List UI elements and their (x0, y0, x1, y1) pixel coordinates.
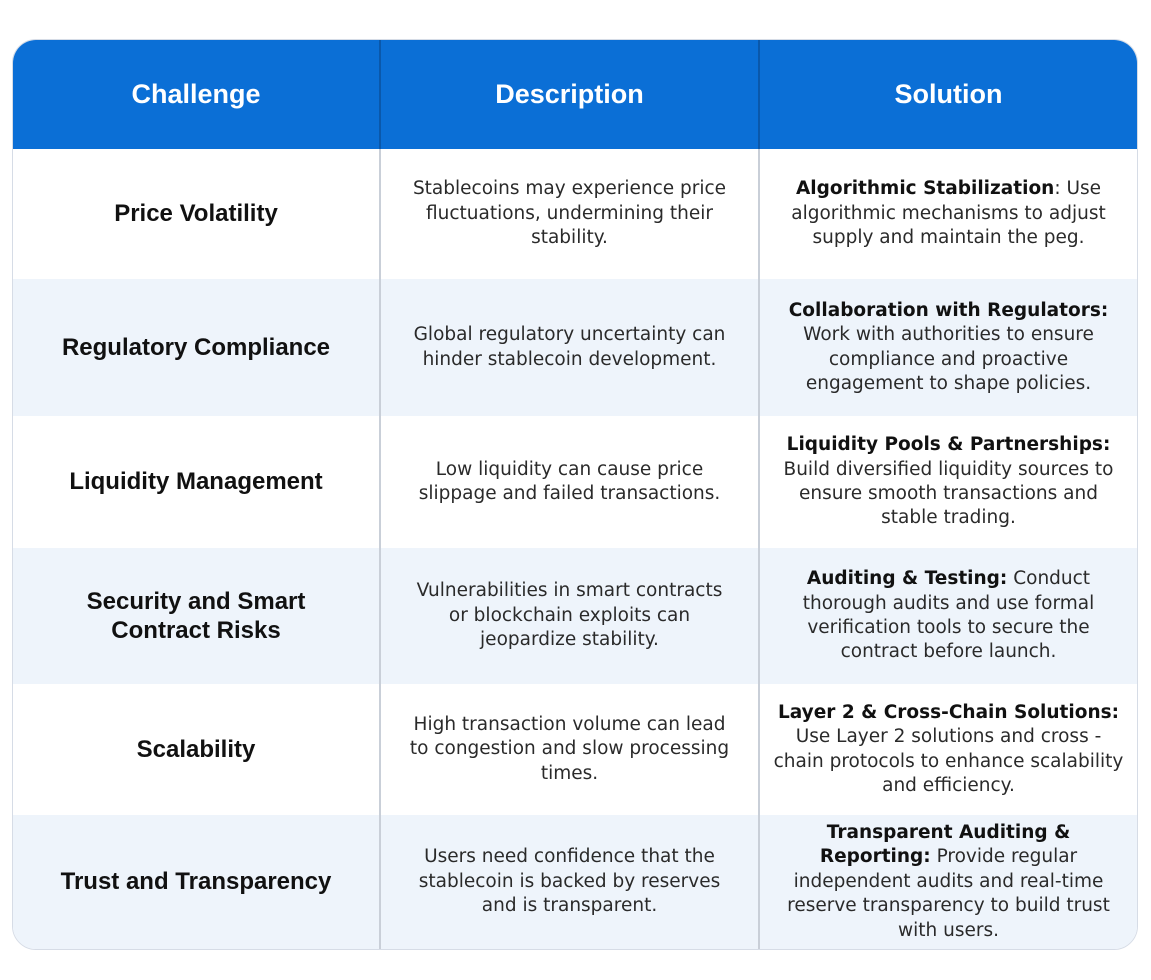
challenge-text: Scalability (136, 735, 256, 763)
challenge-cell: Scalability (13, 684, 381, 815)
challenge-text: Liquidity Management (69, 468, 323, 496)
description-cell: Global regulatory uncertainty can hinder… (380, 279, 760, 416)
solution-cell: Auditing & Testing: Conduct thorough aud… (759, 548, 1137, 684)
header-description: Description (380, 40, 760, 149)
solution-cell: Collaboration with Regulators: Work with… (759, 279, 1137, 416)
table-row: Security and Smart Contract Risks Vulner… (13, 548, 1137, 684)
header-challenge: Challenge (13, 40, 381, 149)
description-cell: Low liquidity can cause price slippage a… (380, 416, 760, 548)
description-text: Users need confidence that the stablecoi… (418, 846, 721, 917)
solution-text: Use Layer 2 solutions and cross -chain p… (773, 726, 1124, 796)
table-header: Challenge Description Solution (13, 40, 1137, 149)
header-solution: Solution (759, 40, 1137, 149)
solution-title: Collaboration with Regulators: (788, 299, 1109, 321)
table-body: Price Volatility Stablecoins may experie… (13, 149, 1137, 949)
solution-text: Build diversified liquidity sources to e… (783, 458, 1114, 529)
challenge-text: Regulatory Compliance (61, 333, 331, 361)
solution-title: Algorithmic Stabilization (795, 178, 1055, 200)
solution-text: : Use algorithmic mechanisms to adjust s… (791, 178, 1106, 249)
challenge-cell: Trust and Transparency (13, 815, 381, 949)
challenge-cell: Price Volatility (13, 149, 381, 279)
solution-title: Auditing & Testing: (806, 568, 1008, 590)
solution-text: Work with authorities to ensure complian… (803, 324, 1094, 394)
challenge-cell: Regulatory Compliance (13, 279, 381, 416)
solution-title: Transparent Auditing & Reporting: (819, 821, 1071, 868)
challenge-cell: Security and Smart Contract Risks (13, 548, 381, 684)
description-text: Low liquidity can cause price slippage a… (418, 458, 721, 504)
challenge-text: Security and Smart Contract Risks (86, 587, 306, 644)
solution-title: Liquidity Pools & Partnerships: (786, 434, 1111, 456)
description-cell: Vulnerabilities in smart contracts or bl… (380, 548, 760, 684)
challenges-table: Challenge Description Solution Price Vol… (13, 40, 1137, 949)
solution-text: Provide regular independent audits and r… (787, 846, 1110, 941)
table-row: Regulatory Compliance Global regulatory … (13, 279, 1137, 416)
solution-cell: Liquidity Pools & Partnerships: Build di… (759, 416, 1137, 548)
description-cell: Users need confidence that the stablecoi… (380, 815, 760, 949)
description-text: Stablecoins may experience price fluctua… (412, 178, 727, 249)
table-row: Liquidity Management Low liquidity can c… (13, 416, 1137, 548)
table-row: Price Volatility Stablecoins may experie… (13, 149, 1137, 279)
challenge-text: Price Volatility (114, 200, 278, 228)
solution-title: Layer 2 & Cross-Chain Solutions: (777, 701, 1120, 723)
solution-cell: Layer 2 & Cross-Chain Solutions: Use Lay… (759, 684, 1137, 815)
challenge-text: Trust and Transparency (60, 868, 332, 896)
challenge-cell: Liquidity Management (13, 416, 381, 548)
solution-cell: Transparent Auditing & Reporting: Provid… (759, 815, 1137, 949)
header-row: Challenge Description Solution (13, 40, 1137, 149)
table-row: Scalability High transaction volume can … (13, 684, 1137, 815)
solution-cell: Algorithmic Stabilization: Use algorithm… (759, 149, 1137, 279)
description-text: High transaction volume can lead to cong… (409, 713, 730, 784)
challenges-table-card: Challenge Description Solution Price Vol… (12, 39, 1138, 950)
description-text: Vulnerabilities in smart contracts or bl… (416, 580, 723, 651)
description-text: Global regulatory uncertainty can hinder… (413, 324, 726, 370)
description-cell: Stablecoins may experience price fluctua… (380, 149, 760, 279)
table-row: Trust and Transparency Users need confid… (13, 815, 1137, 949)
description-cell: High transaction volume can lead to cong… (380, 684, 760, 815)
solution-text: Conduct thorough audits and use formal v… (802, 568, 1095, 663)
